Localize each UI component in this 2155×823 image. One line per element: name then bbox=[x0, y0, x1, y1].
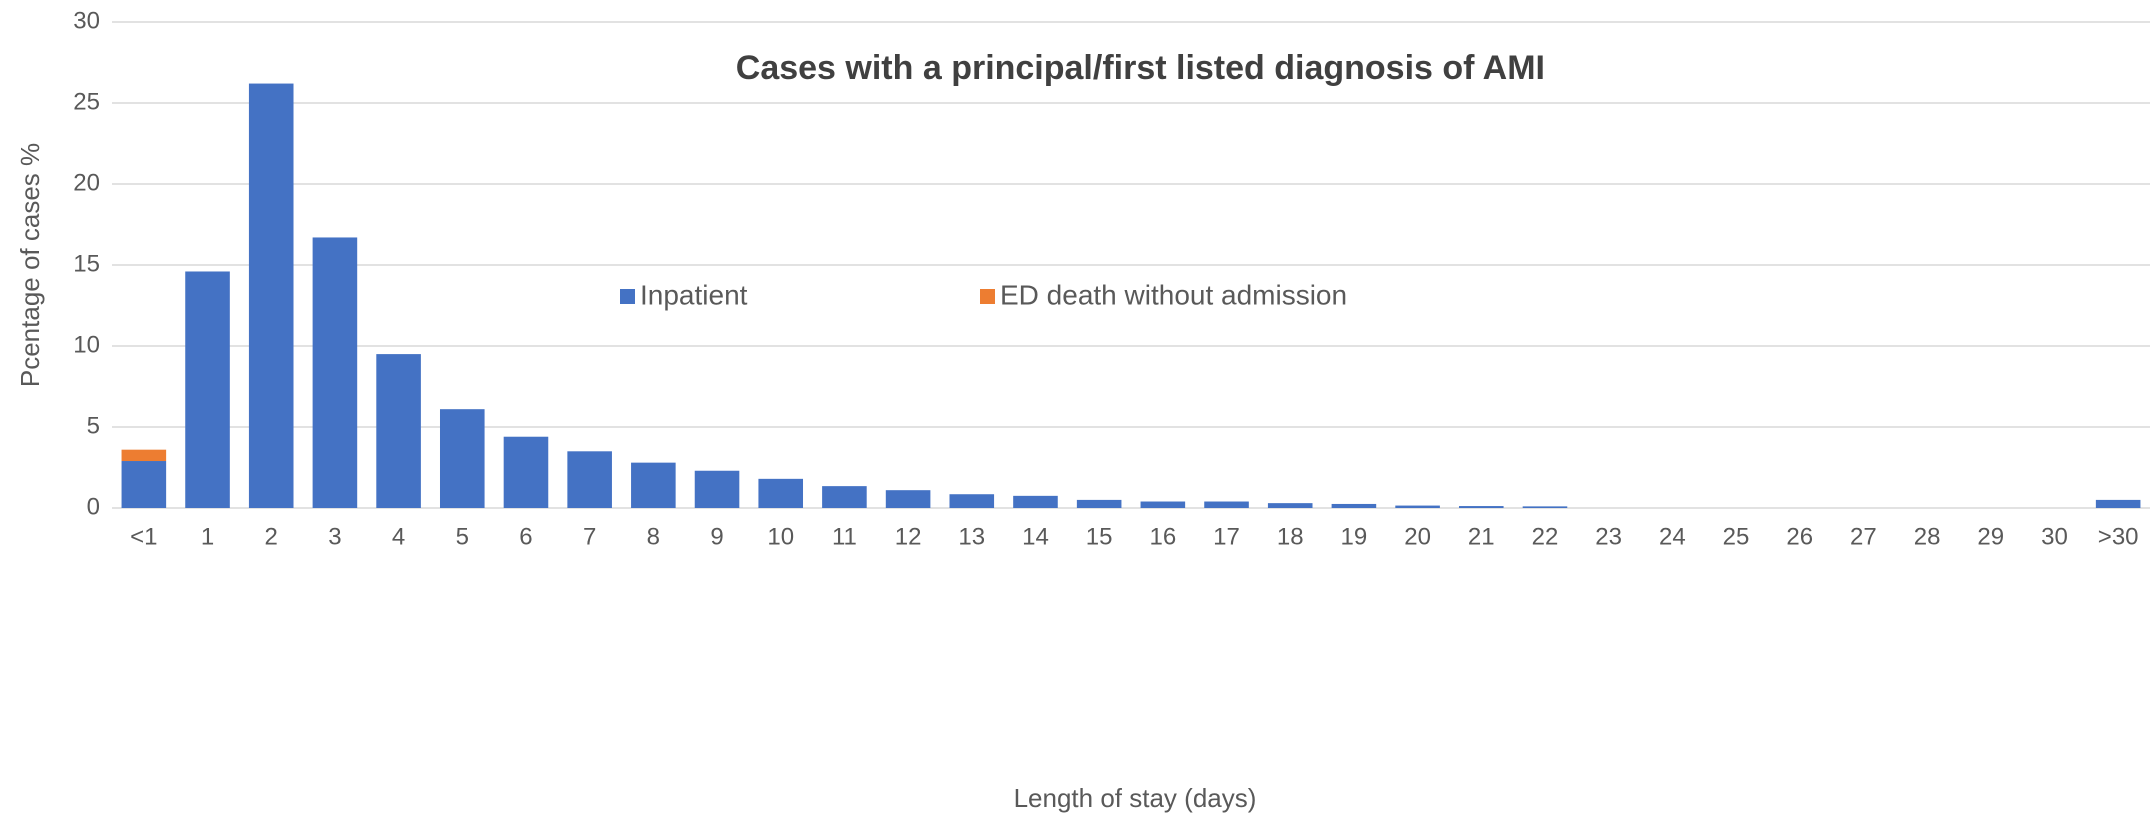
x-tick-label: >30 bbox=[2098, 523, 2139, 550]
x-tick-label: 15 bbox=[1086, 523, 1113, 550]
x-tick-label: 6 bbox=[519, 523, 532, 550]
bar-segment bbox=[758, 478, 804, 508]
y-tick-label: 0 bbox=[87, 493, 100, 520]
x-tick-label: 19 bbox=[1341, 523, 1368, 550]
x-tick-label: 5 bbox=[456, 523, 469, 550]
y-axis-label: Pcentage of cases % bbox=[15, 143, 45, 387]
x-tick-label: 25 bbox=[1723, 523, 1750, 550]
x-tick-label: 12 bbox=[895, 523, 922, 550]
x-tick-label: 22 bbox=[1532, 523, 1559, 550]
bar-segment bbox=[631, 462, 676, 508]
x-tick-label: 9 bbox=[710, 523, 723, 550]
x-tick-label: 28 bbox=[1914, 523, 1941, 550]
x-tick-label: 24 bbox=[1659, 523, 1686, 550]
bar-segment bbox=[949, 494, 995, 508]
y-tick-label: 10 bbox=[73, 331, 100, 358]
x-tick-label: 11 bbox=[832, 523, 857, 550]
x-tick-label: 20 bbox=[1404, 523, 1431, 550]
legend-label: ED death without admission bbox=[1000, 279, 1347, 310]
bar-segment bbox=[1140, 501, 1186, 508]
y-tick-label: 25 bbox=[73, 88, 100, 115]
bar-segment bbox=[1204, 501, 1249, 508]
bar-segment bbox=[185, 271, 230, 508]
x-tick-label: 23 bbox=[1595, 523, 1622, 550]
bar-segment bbox=[376, 354, 421, 508]
bar-segment bbox=[439, 409, 485, 508]
x-tick-label: 16 bbox=[1149, 523, 1176, 550]
x-tick-label: 13 bbox=[958, 523, 985, 550]
x-tick-label: 1 bbox=[201, 523, 214, 550]
x-tick-label: 30 bbox=[2041, 523, 2068, 550]
bar-segment bbox=[822, 486, 867, 508]
x-tick-label: 17 bbox=[1213, 523, 1240, 550]
bar-segment bbox=[312, 237, 358, 508]
bar-segment bbox=[567, 451, 612, 508]
x-tick-label: <1 bbox=[130, 523, 157, 550]
x-tick-label: 2 bbox=[265, 523, 278, 550]
y-tick-label: 15 bbox=[73, 250, 100, 277]
legend-swatch bbox=[980, 289, 995, 304]
x-tick-label: 3 bbox=[328, 523, 341, 550]
x-tick-label: 26 bbox=[1786, 523, 1813, 550]
bar-segment bbox=[885, 490, 931, 508]
x-tick-label: 18 bbox=[1277, 523, 1304, 550]
x-axis-label: Length of stay (days) bbox=[1014, 783, 1257, 813]
bar-segment bbox=[121, 449, 167, 462]
x-tick-label: 8 bbox=[647, 523, 660, 550]
y-tick-label: 20 bbox=[73, 169, 100, 196]
chart-title: Cases with a principal/first listed diag… bbox=[736, 49, 1545, 87]
x-tick-label: 4 bbox=[392, 523, 405, 550]
y-tick-label: 5 bbox=[87, 412, 100, 439]
bar-segment bbox=[1458, 506, 1504, 508]
bar-segment bbox=[248, 83, 294, 508]
bar-segment bbox=[121, 461, 167, 508]
bar-segment bbox=[503, 436, 549, 508]
x-tick-label: 14 bbox=[1022, 523, 1049, 550]
legend-label: Inpatient bbox=[640, 279, 748, 310]
bar-segment bbox=[1267, 503, 1313, 508]
bar-segment bbox=[2095, 499, 2141, 508]
x-tick-label: 21 bbox=[1468, 523, 1495, 550]
bar-segment bbox=[1522, 506, 1568, 508]
bar-segment bbox=[1395, 505, 1440, 508]
legend-swatch bbox=[620, 289, 635, 304]
bar-segment bbox=[1331, 503, 1377, 508]
x-tick-label: 10 bbox=[767, 523, 794, 550]
x-tick-label: 27 bbox=[1850, 523, 1877, 550]
y-tick-label: 30 bbox=[73, 7, 100, 34]
bar-segment bbox=[1013, 495, 1058, 508]
x-tick-label: 7 bbox=[583, 523, 596, 550]
bar-segment bbox=[1076, 499, 1122, 508]
bar-segment bbox=[694, 470, 740, 508]
x-tick-label: 29 bbox=[1977, 523, 2004, 550]
